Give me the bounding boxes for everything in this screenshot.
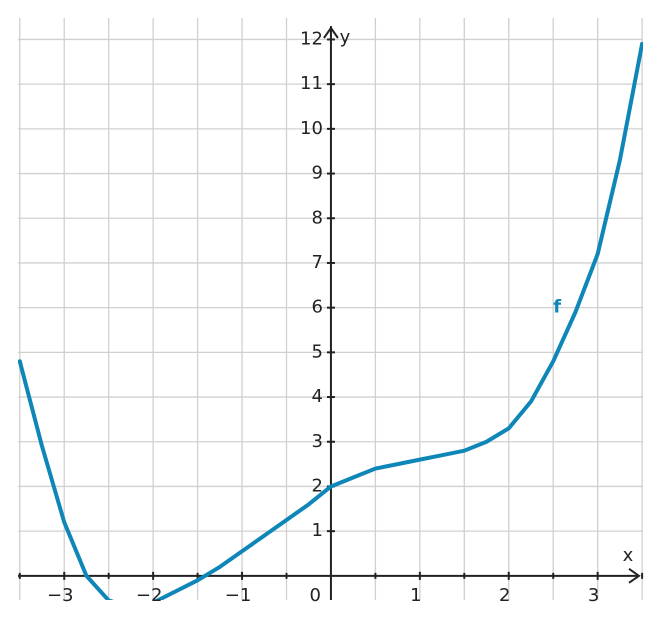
- y-tick-label: 1: [311, 520, 322, 541]
- y-tick-label: 9: [311, 163, 322, 184]
- series-label: f: [553, 297, 561, 318]
- x-axis-label: x: [623, 545, 634, 566]
- x-tick-label: 2: [499, 585, 510, 606]
- y-tick-label: 10: [300, 118, 323, 139]
- y-tick-label: 11: [300, 73, 323, 94]
- x-tick-label: −1: [225, 585, 252, 606]
- y-tick-label: 2: [311, 475, 322, 496]
- y-tick-label: 7: [311, 252, 322, 273]
- curve-layer: [18, 41, 643, 600]
- y-axis-arrow: [323, 26, 339, 39]
- y-tick-label: 5: [311, 341, 322, 362]
- x-axis-arrow: [628, 568, 641, 584]
- x-tick-label: −3: [47, 585, 74, 606]
- origin-label: 0: [309, 585, 320, 606]
- x-tick-label: 3: [588, 585, 599, 606]
- x-tick-label: −2: [136, 585, 163, 606]
- axes: [18, 26, 644, 600]
- y-tick-label: 3: [311, 431, 322, 452]
- function-curve: [18, 41, 643, 600]
- y-axis-label: y: [340, 27, 351, 48]
- y-tick-label: 12: [300, 28, 323, 49]
- y-tick-label: 8: [311, 207, 322, 228]
- y-tick-label: 4: [311, 386, 322, 407]
- x-tick-label: 1: [410, 585, 421, 606]
- y-tick-label: 6: [311, 297, 322, 318]
